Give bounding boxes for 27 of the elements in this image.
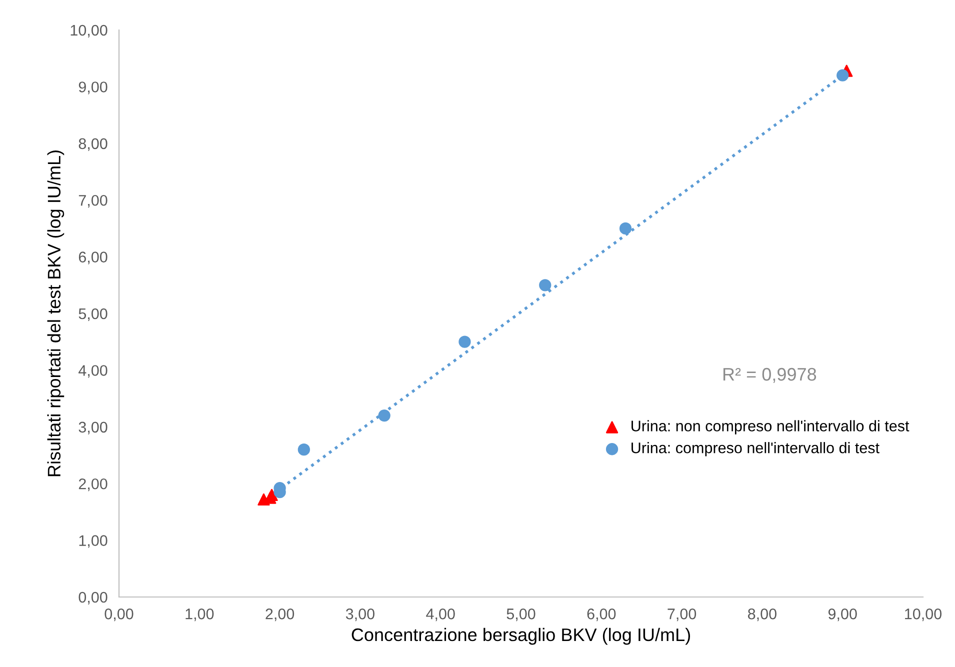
y-tick-label: 10,00 [70,24,108,38]
y-tick-label: 9,00 [78,82,108,94]
legend-label: Urina: compreso nell'intervallo di test [632,442,880,456]
x-tick-label: 0,00 [104,608,134,622]
y-tick-label: 0,00 [78,592,108,604]
y-tick-label: 7,00 [78,194,108,208]
y-tick-label: 8,00 [78,138,108,151]
y-tick-label: 6,00 [78,252,108,264]
y-tick-label: 4,00 [78,365,108,378]
x-tick-label: 10,00 [905,608,942,622]
x-axis-title: Concentrazione bersaglio BKV (log IU/mL) [352,628,690,645]
y-tick-label: 1,00 [79,535,108,548]
annotation: R² = 0,9978 [723,368,816,383]
y-axis-title: Risultati riportati del test BKV (log IU/mL) [47,150,64,476]
x-tick-label: 7,00 [668,608,696,622]
x-tick-label: 9,00 [828,608,857,622]
x-tick-label: 5,00 [506,608,536,622]
legend-label: Urina: non compreso nell'intervallo di test [632,420,910,434]
x-tick-label: 8,00 [748,608,776,622]
x-tick-label: 4,00 [426,608,455,622]
x-tick-label: 2,00 [266,608,294,622]
y-tick-label: 3,00 [78,422,108,434]
x-tick-label: 1,00 [186,608,214,622]
x-tick-label: 3,00 [346,608,374,622]
y-tick-label: 2,00 [78,478,108,492]
x-tick-label: 6,00 [587,608,616,622]
y-tick-label: 5,00 [78,308,108,321]
